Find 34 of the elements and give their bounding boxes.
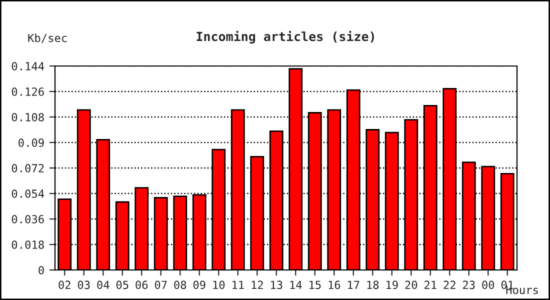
x-tick-label: 23 [463,280,475,290]
x-tick-label: 07 [154,280,167,290]
y-axis-title: Kb/sec [28,34,67,44]
x-tick-label: 06 [136,280,148,290]
chart-title: Incoming articles (size) [196,30,374,44]
x-tick-label: 03 [78,280,90,290]
x-tick-label: 21 [424,280,436,289]
x-tick-label: 16 [328,280,340,290]
x-tick-label: 00 [482,280,494,290]
x-tick-label: 09 [193,280,206,290]
y-tick-label: 0.126 [12,88,44,96]
x-tick-label: 22 [444,280,456,289]
y-tick-label: 0.018 [12,240,44,249]
x-tick-label: 20 [405,280,418,290]
y-tick-label: 0.072 [12,164,44,172]
y-tick-label: 0.108 [12,113,44,122]
x-tick-label: 11 [232,280,244,289]
x-tick-label: 15 [310,280,321,290]
y-tick-label: 0.036 [12,215,44,224]
x-tick-label: 12 [252,280,263,289]
y-tick-label: 0.144 [12,62,44,70]
x-tick-label: 08 [174,280,186,290]
y-tick-label: 0 [38,266,44,274]
x-tick-label: 05 [116,280,128,290]
x-tick-label: 10 [213,280,225,290]
x-tick-label: 18 [367,280,379,290]
x-tick-label: 14 [290,280,302,289]
x-tick-label: 04 [97,280,110,290]
x-tick-label: 19 [386,280,398,290]
x-tick-label: 02 [58,280,70,290]
y-tick-label: 0.09 [18,138,44,147]
y-tick-label: 0.054 [12,190,44,198]
x-tick-label: 13 [271,280,282,290]
x-tick-label: 17 [348,280,360,289]
